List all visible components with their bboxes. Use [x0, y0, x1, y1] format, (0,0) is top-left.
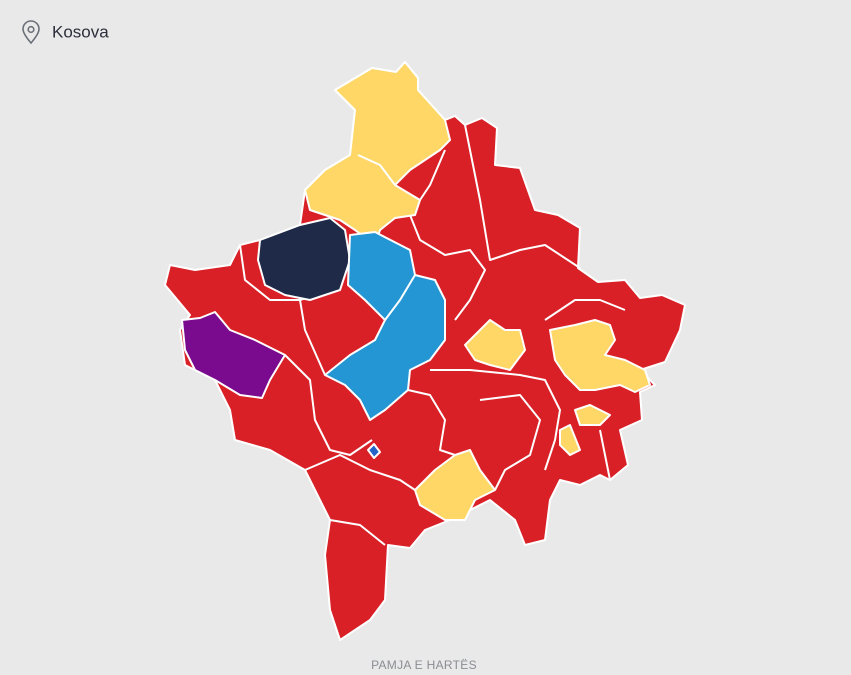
region — [464, 319, 526, 371]
region — [304, 61, 451, 246]
region — [574, 404, 611, 426]
region — [181, 311, 286, 399]
map — [164, 61, 686, 641]
region — [257, 217, 351, 301]
location-title: Kosova — [52, 22, 109, 41]
map-view-label[interactable]: PAMJA E HARTËS — [371, 658, 477, 672]
region — [559, 424, 581, 456]
region — [367, 443, 381, 459]
region — [324, 231, 446, 421]
region — [414, 449, 496, 521]
location-icon — [22, 20, 40, 45]
region — [549, 319, 651, 393]
